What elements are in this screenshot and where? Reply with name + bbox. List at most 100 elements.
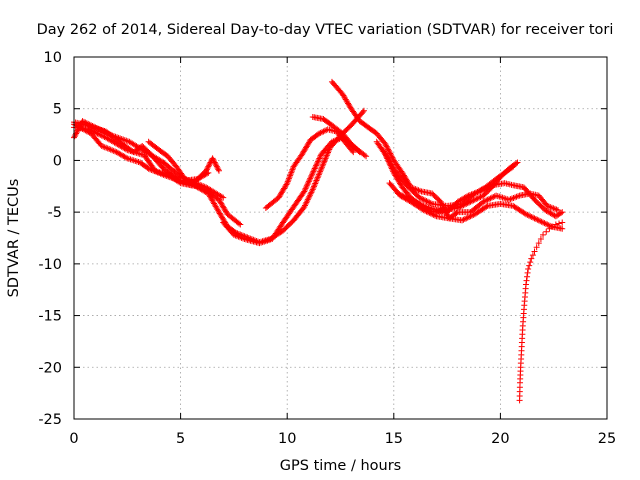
x-tick-label: 5 [176,431,185,447]
data-point-marker [524,211,531,218]
data-point-marker [318,164,325,171]
data-point-marker [432,212,439,219]
data-point-marker [100,128,107,135]
data-point-marker [350,149,357,156]
data-point-marker [385,146,392,153]
data-point-marker [106,131,113,138]
x-tick-label: 15 [385,431,403,447]
data-point-marker [396,191,403,198]
data-point-marker [98,142,105,149]
data-point-marker [129,156,136,163]
data-point-marker [414,200,421,207]
data-point-marker [538,218,545,225]
data-point-marker [356,149,363,156]
data-point-marker [532,216,539,223]
x-tick-label: 0 [69,431,78,447]
data-point-marker [395,190,402,197]
data-point-marker [212,160,219,167]
data-point-marker [73,129,80,136]
data-point-marker [79,118,86,125]
data-point-marker [310,168,317,175]
data-point-marker [305,178,312,185]
data-point-marker [303,199,310,206]
data-point-marker [215,167,222,174]
data-point-marker [308,172,315,179]
data-point-marker [525,212,532,219]
data-point-marker [106,146,113,153]
data-point-marker [416,194,423,201]
data-point-marker [317,168,324,175]
data-point-marker [481,198,488,205]
data-point-marker [385,147,392,154]
data-point-marker [323,152,330,159]
data-point-marker [486,196,493,203]
data-point-marker [313,162,320,169]
data-point-marker [534,216,541,223]
data-point-marker [497,194,504,201]
data-point-marker [480,198,487,205]
data-point-marker [383,143,390,150]
data-point-marker [508,164,515,171]
data-point-marker [302,185,309,192]
data-point-marker [319,129,326,136]
data-point-marker [540,219,547,226]
data-point-marker [80,118,87,125]
data-point-marker [541,220,548,227]
data-point-marker [319,162,326,169]
data-point-marker [95,131,102,138]
data-point-marker [306,192,313,199]
data-point-marker [467,198,474,205]
data-point-marker [325,149,332,156]
data-point-marker [545,222,552,229]
data-point-marker [301,188,308,195]
data-point-marker [549,223,556,230]
data-point-marker [107,146,114,153]
data-point-marker [524,269,531,276]
data-point-marker [237,221,244,228]
data-point-marker [98,127,105,134]
data-point-marker [99,127,106,134]
data-point-marker [105,130,112,137]
data-point-marker [321,158,328,165]
data-point-marker [361,152,368,159]
data-point-marker [206,162,213,169]
data-point-marker [309,187,316,194]
data-point-marker [543,228,550,235]
data-point-marker [397,191,404,198]
data-point-marker [559,219,566,226]
data-point-marker [363,153,370,160]
data-point-marker [301,202,308,209]
y-tick-label: -10 [38,257,62,273]
data-point-marker [424,209,431,216]
data-point-marker [487,195,494,202]
data-point-marker [132,157,139,164]
series-arc-14 [516,219,566,404]
data-point-marker [159,171,166,178]
data-point-marker [531,248,538,255]
data-point-marker [499,194,506,201]
data-point-marker [427,200,434,207]
data-point-marker [460,216,467,223]
data-point-marker [103,129,110,136]
data-series [71,78,566,404]
data-point-marker [112,148,119,155]
data-point-marker [424,198,431,205]
data-point-marker [100,143,107,150]
data-point-marker [513,160,520,167]
data-point-marker [307,190,314,197]
data-point-marker [75,125,82,132]
data-point-marker [309,169,316,176]
data-point-marker [311,166,318,173]
data-point-marker [419,196,426,203]
data-point-marker [210,156,217,163]
data-point-marker [387,151,394,158]
y-tick-label: -25 [38,412,62,428]
data-point-marker [427,210,434,217]
data-point-marker [540,231,547,238]
data-point-marker [484,196,491,203]
data-point-marker [405,195,412,202]
data-point-marker [214,165,221,172]
data-point-marker [77,122,84,129]
data-point-marker [484,184,491,191]
data-point-marker [145,165,152,172]
